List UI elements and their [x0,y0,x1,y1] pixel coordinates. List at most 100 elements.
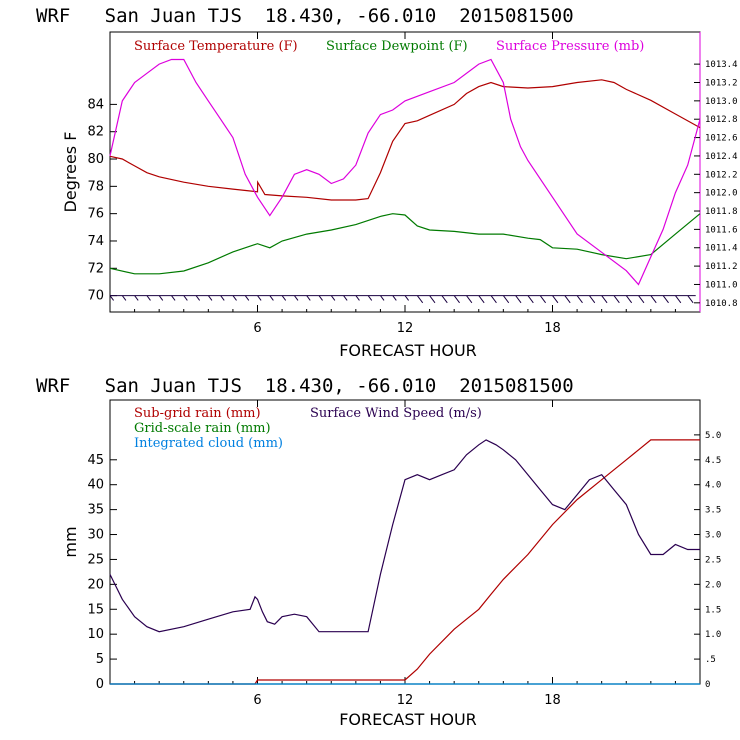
wind-barb [416,295,424,304]
x-tick-label: 18 [544,321,561,336]
chart2-xlabel: FORECAST HOUR [339,710,477,729]
y-tick-label: 5 [96,652,104,667]
y-tick-label: 84 [87,97,104,112]
wind-barb [466,295,473,304]
wind-barb [601,295,608,304]
wind-barb [232,295,237,301]
y2-tick-label: 1011.0 [705,280,738,290]
y2-tick-label: 1012.2 [705,170,738,180]
wind-barb [293,295,299,301]
wind-barb [269,295,274,301]
wind-barb [207,295,213,301]
wind-barb [527,295,534,304]
y2-tick-label: 1011.6 [705,225,738,235]
y-tick-label: 35 [87,503,104,518]
x-tick-label: 12 [397,693,414,708]
y2-tick-label: 2.5 [705,555,721,565]
legend-integrated-cloud: Integrated cloud (mm) [134,436,283,451]
wind-barb [552,295,559,304]
chart1-title: WRF San Juan TJS 18.430, -66.010 2015081… [36,5,574,27]
wind-barb [330,295,336,301]
wind-barb [355,295,360,301]
y2-tick-label: 3.5 [705,506,721,516]
y2-tick-label: 1012.4 [705,152,738,162]
wind-barb [244,295,250,301]
legend-subgrid-rain: Sub-grid rain (mm) [134,406,261,421]
y-tick-label: 74 [87,234,104,249]
wind-barb [675,295,682,304]
wind-barb [380,295,385,301]
wind-barb [306,295,311,301]
y-tick-label: 82 [87,125,104,140]
wind-barb [588,295,596,304]
wind-barb [502,295,510,304]
chart1-y-ticks: 70 72 74 76 78 80 82 84 [87,97,117,304]
wind-barb [146,295,151,301]
chart1-wind-barbs [109,295,696,304]
series-line-surface-wind-speed-m-s [109,439,700,633]
y2-tick-label: 1011.2 [705,262,738,272]
wind-barb [539,295,547,304]
legend-surface-wind-speed: Surface Wind Speed (m/s) [310,406,482,421]
wind-barb [220,295,225,301]
y2-tick-label: 1.0 [705,630,721,640]
wind-barb [441,295,448,304]
y2-tick-label: 4.5 [705,456,721,466]
wind-barb [576,295,583,304]
wind-barb [281,295,287,301]
y2-tick-label: 1012.0 [705,189,738,199]
x-tick-label: 6 [253,693,261,708]
y2-tick-label: 4.0 [705,481,721,491]
chart2-y2-ticks: 0 .5 1.0 1.5 2.0 2.5 3.0 3.5 4.0 4.5 5.0 [694,431,721,690]
wind-barb [158,295,164,301]
wind-barb [343,295,348,301]
wind-barb [687,295,694,304]
y2-tick-label: 1011.8 [705,207,738,217]
y2-tick-label: 1013.2 [705,78,738,88]
wind-barb [478,295,485,304]
x-tick-label: 18 [544,693,561,708]
chart2-title: WRF San Juan TJS 18.430, -66.010 2015081… [36,375,574,397]
chart2-series [109,439,700,685]
wind-barb [404,295,410,301]
y2-tick-label: 5.0 [705,431,721,441]
chart1-series [109,58,701,286]
chart2-ylabel: mm [61,526,80,557]
chart1-ylabel: Degrees F [61,132,80,213]
x-tick-label: 6 [253,321,261,336]
y-tick-label: 0 [96,677,104,692]
y-tick-label: 15 [87,602,104,617]
y-tick-label: 10 [87,627,104,642]
y2-tick-label: 3.0 [705,531,721,541]
wind-barb [367,295,373,301]
wind-barb [134,295,139,301]
chart1-legend: Surface Temperature (F) Surface Dewpoint… [134,39,644,54]
y-tick-label: 40 [87,478,104,493]
y2-tick-label: 1013.0 [705,97,738,107]
x-tick-label: 12 [397,321,414,336]
series-line-surface-temperature-f [109,79,701,201]
wind-barb [257,295,262,301]
wind-barb [490,295,497,304]
wind-barb [638,295,645,304]
y-tick-label: 76 [87,207,104,222]
y-tick-label: 20 [87,577,104,592]
chart2-x-ticks: 6 12 18 [134,400,676,708]
legend-surface-pressure: Surface Pressure (mb) [496,39,644,54]
wind-barb [613,295,620,304]
wind-barb [183,295,188,301]
y2-tick-label: 0 [705,680,710,690]
wind-barb [121,295,127,301]
chart1-plot-frame [109,31,701,313]
legend-surface-dewpoint: Surface Dewpoint (F) [326,39,468,54]
wind-barb [564,295,571,304]
wind-barb [392,295,397,301]
series-line-sub-grid-rain-mm [110,439,700,685]
y2-tick-label: 1012.8 [705,115,738,125]
legend-surface-temperature: Surface Temperature (F) [134,39,298,54]
y2-tick-label: 1012.6 [705,134,738,144]
wind-barb [109,295,114,301]
wind-barb [625,295,633,304]
y-tick-label: 70 [87,289,104,304]
